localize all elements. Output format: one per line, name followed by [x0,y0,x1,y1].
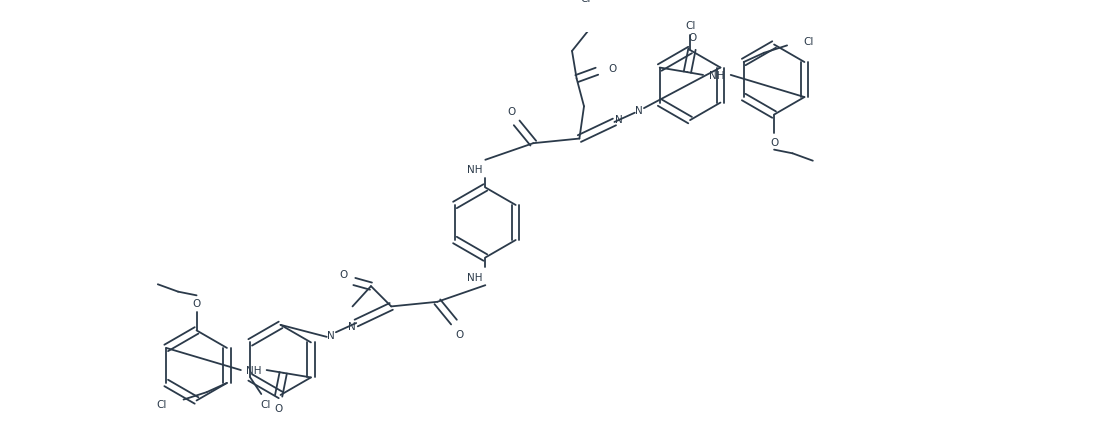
Text: O: O [507,107,516,117]
Text: N: N [635,106,643,116]
Text: N: N [327,330,336,340]
Text: O: O [192,298,201,308]
Text: O: O [688,33,697,43]
Text: O: O [274,403,283,413]
Text: O: O [339,270,348,280]
Text: O: O [770,138,778,148]
Text: Cl: Cl [804,37,814,47]
Text: NH: NH [246,365,261,375]
Text: Cl: Cl [261,399,271,409]
Text: NH: NH [466,165,482,175]
Text: N: N [348,321,355,331]
Text: Cl: Cl [685,21,695,31]
Text: O: O [608,63,617,74]
Text: O: O [455,329,464,339]
Text: Cl: Cl [580,0,591,4]
Text: N: N [615,115,623,125]
Text: Cl: Cl [157,399,167,409]
Text: NH: NH [466,272,482,282]
Text: NH: NH [709,71,725,81]
